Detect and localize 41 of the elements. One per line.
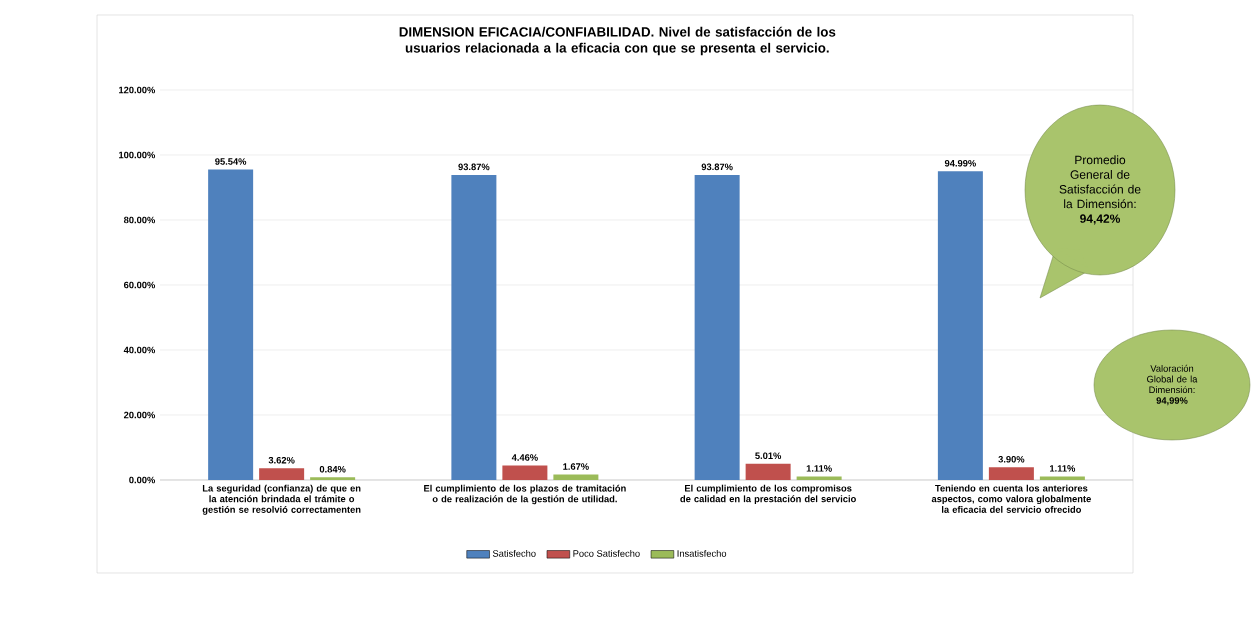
bar bbox=[988, 467, 1034, 480]
y-tick-label: 0.00% bbox=[129, 476, 156, 484]
chart-title: DIMENSION EFICACIA/CONFIABILIDAD. Nivel de satisfacción de los usuarios relacionada a la eficacia con que se presenta el servicio. bbox=[399, 26, 836, 56]
y-tick-label: 80.00% bbox=[123, 216, 156, 224]
bar bbox=[1039, 476, 1085, 480]
legend-label: Poco Satisfecho bbox=[573, 549, 640, 557]
bar bbox=[937, 171, 983, 480]
bar bbox=[451, 174, 497, 480]
y-tick-label: 120.00% bbox=[119, 86, 156, 94]
text: Valoración Global de la Dimensión: 94,99% bbox=[1147, 364, 1198, 406]
data-label: 0.84% bbox=[319, 465, 346, 473]
bar bbox=[259, 468, 305, 480]
bar bbox=[310, 477, 356, 480]
data-label: 1.11% bbox=[1049, 465, 1076, 472]
bar bbox=[796, 476, 842, 480]
x-tick-label: El cumplimiento de los compromisos de calidad en la prestación del servicio bbox=[680, 484, 856, 505]
x-tick-label: La seguridad (confianza) de que en la atención brindada el trámite o gestión se resolvió correctamenten bbox=[202, 484, 361, 515]
data-label: 93.87% bbox=[458, 163, 490, 171]
legend-label: Satisfecho bbox=[492, 549, 536, 557]
data-label: 3.62% bbox=[268, 456, 295, 464]
data-label: 1.11% bbox=[806, 465, 832, 472]
data-label: 3.90% bbox=[998, 455, 1025, 463]
bar bbox=[208, 169, 254, 480]
x-tick-label: Teniendo en cuenta los anteriores aspectos, como valora globalmente la eficacia del servicio ofrecido bbox=[931, 484, 1091, 513]
data-label: 94.99% bbox=[944, 159, 976, 167]
data-label: 93.87% bbox=[701, 163, 733, 171]
bar bbox=[553, 474, 599, 480]
legend-label: Insatisfecho bbox=[677, 549, 727, 557]
data-label: 1.67% bbox=[563, 463, 589, 470]
y-tick-label: 20.00% bbox=[123, 411, 156, 419]
data-label: 4.46% bbox=[511, 454, 538, 461]
annotation: Promedio General de Satisfacción de la Dimensión: 94,42% bbox=[1059, 155, 1141, 225]
bar bbox=[502, 465, 548, 480]
y-tick-label: 100.00% bbox=[119, 151, 156, 159]
y-tick-label: 60.00% bbox=[123, 281, 156, 289]
data-label: 95.54% bbox=[215, 158, 247, 165]
x-tick-label: El cumplimiento de los plazos de tramitación o de realización de la gestión de utilidad. bbox=[424, 484, 626, 505]
y-tick-label: 40.00% bbox=[123, 346, 156, 354]
bar bbox=[694, 174, 740, 480]
data-label: 5.01% bbox=[755, 452, 782, 459]
bar bbox=[745, 463, 791, 480]
